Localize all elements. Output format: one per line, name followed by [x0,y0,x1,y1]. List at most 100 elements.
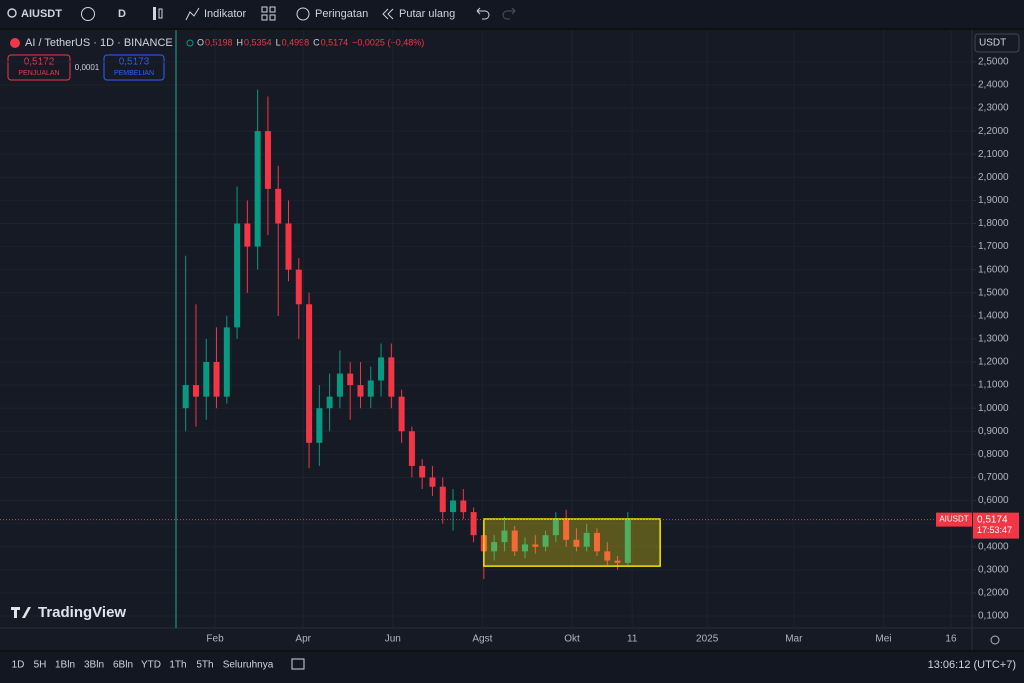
bottom-bar [0,652,1024,683]
range-button[interactable]: 1Bln [55,660,75,671]
ohlc-legend: O 0,5198 H 0,5354 L 0,4998 C 0,5174 −0,0025 (−0,… [197,37,424,47]
candle-body [614,560,621,563]
sell-label: PENJUALAN [18,70,59,77]
y-tick-label: 2,3000 [978,103,1009,114]
y-tick-label: 1,6000 [978,264,1009,275]
range-button[interactable]: 3Bln [84,660,104,671]
indicator-icon [185,7,200,21]
legend-title: AI / TetherUS · 1D · BINANCE [25,37,173,49]
candle-body [182,385,189,409]
candle-body [316,408,323,443]
redo[interactable] [502,7,516,20]
date-range-icon[interactable] [291,658,305,670]
add-symbol[interactable] [81,7,95,21]
y-tick-label: 1,3000 [978,334,1009,345]
ohlc-key: O [197,37,204,47]
y-tick-label: 2,4000 [978,80,1009,91]
range-bar: 1D 5H 1Bln 3Bln 6Bln YTD 1Th 5Th Seluruhnya [12,660,274,671]
alert-icon [296,7,310,21]
logo: TradingView [38,604,126,621]
candle-body [573,539,580,547]
candle-body [419,465,426,478]
candle-body [624,519,631,563]
x-tick-label: Agst [472,634,492,645]
range-button[interactable]: 1D [12,660,25,671]
clock[interactable]: 13:06:12 (UTC+7) [928,659,1016,671]
ohlc-value: 0,5198 [205,37,233,47]
replay-button[interactable]: Putar ulang [399,8,455,20]
candle-body [213,362,220,397]
candle-body [234,223,241,328]
search-icon[interactable] [7,8,17,18]
toolbar [0,0,1024,28]
x-tick-label: 11 [627,634,638,645]
sell-button[interactable] [7,54,71,81]
rectangle-drawing [483,518,661,567]
alerts-button[interactable]: Peringatan [315,8,368,20]
symbol-logo [10,38,20,48]
candle-body [450,500,457,513]
range-button[interactable]: 6Bln [113,660,133,671]
y-tick-label: 2,1000 [978,149,1009,160]
candle-body [522,544,529,552]
currency-button[interactable] [974,33,1020,53]
candle-body [326,396,333,409]
y-tick-label: 0,2000 [978,588,1009,599]
undo[interactable] [476,7,490,20]
ohlc-value: 0,5354 [244,37,272,47]
indicators-button[interactable]: Indikator [204,8,247,20]
candle-body [460,500,467,513]
symbol-tag-label: AIUSDT [939,515,968,524]
ohlc-key: C [313,37,320,47]
y-tick-label: 0,3000 [978,564,1009,575]
candle-body [306,304,313,443]
buy-button[interactable] [103,54,165,81]
candle-body [357,385,364,397]
interval[interactable]: D [118,8,126,20]
ohlc-change: −0,0025 (−0,48%) [352,37,424,47]
y-tick-label: 2,5000 [978,57,1009,68]
candle-body [264,131,271,189]
x-tick-label: 2025 [696,634,719,645]
ohlc-key: H [237,37,244,47]
candle-body [244,223,251,247]
currency: USDT [979,38,1006,49]
candle-body [254,131,261,247]
range-button[interactable]: 1Th [169,660,186,671]
range-button[interactable]: 5Th [196,660,213,671]
y-tick-label: 1,1000 [978,380,1009,391]
candle-body [378,357,385,381]
candle-body [295,269,302,305]
candle-body [511,530,518,552]
candle-body [223,327,230,397]
x-tick-label: Apr [295,634,311,645]
symbol[interactable]: AIUSDT [21,8,62,20]
candle-body [552,519,559,536]
range-button[interactable]: YTD [141,660,161,671]
layout-icon[interactable] [261,6,268,13]
ohlc-value: 0,4998 [282,37,310,47]
x-tick-label: 16 [945,634,957,645]
replay-icon [382,8,389,20]
x-tick-label: Okt [564,634,580,645]
y-tick-label: 1,4000 [978,310,1009,321]
candle-body [275,188,282,224]
range-button[interactable]: Seluruhnya [223,660,274,671]
spread: 0,0001 [75,63,100,72]
y-tick-label: 1,7000 [978,241,1009,252]
y-tick-label: 1,5000 [978,287,1009,298]
y-tick-label: 0,6000 [978,495,1009,506]
candle-body [429,477,436,487]
y-tick-label: 1,0000 [978,403,1009,414]
settings[interactable] [990,635,1000,645]
chart-type-icon[interactable] [153,7,156,20]
x-tick-label: Jun [385,634,401,645]
candle-body [470,512,477,536]
range-button[interactable]: 5H [34,660,47,671]
y-tick-label: 0,1000 [978,611,1009,622]
y-tick-label: 1,9000 [978,195,1009,206]
replay-icon-2 [387,8,394,20]
candle-body [439,486,446,513]
